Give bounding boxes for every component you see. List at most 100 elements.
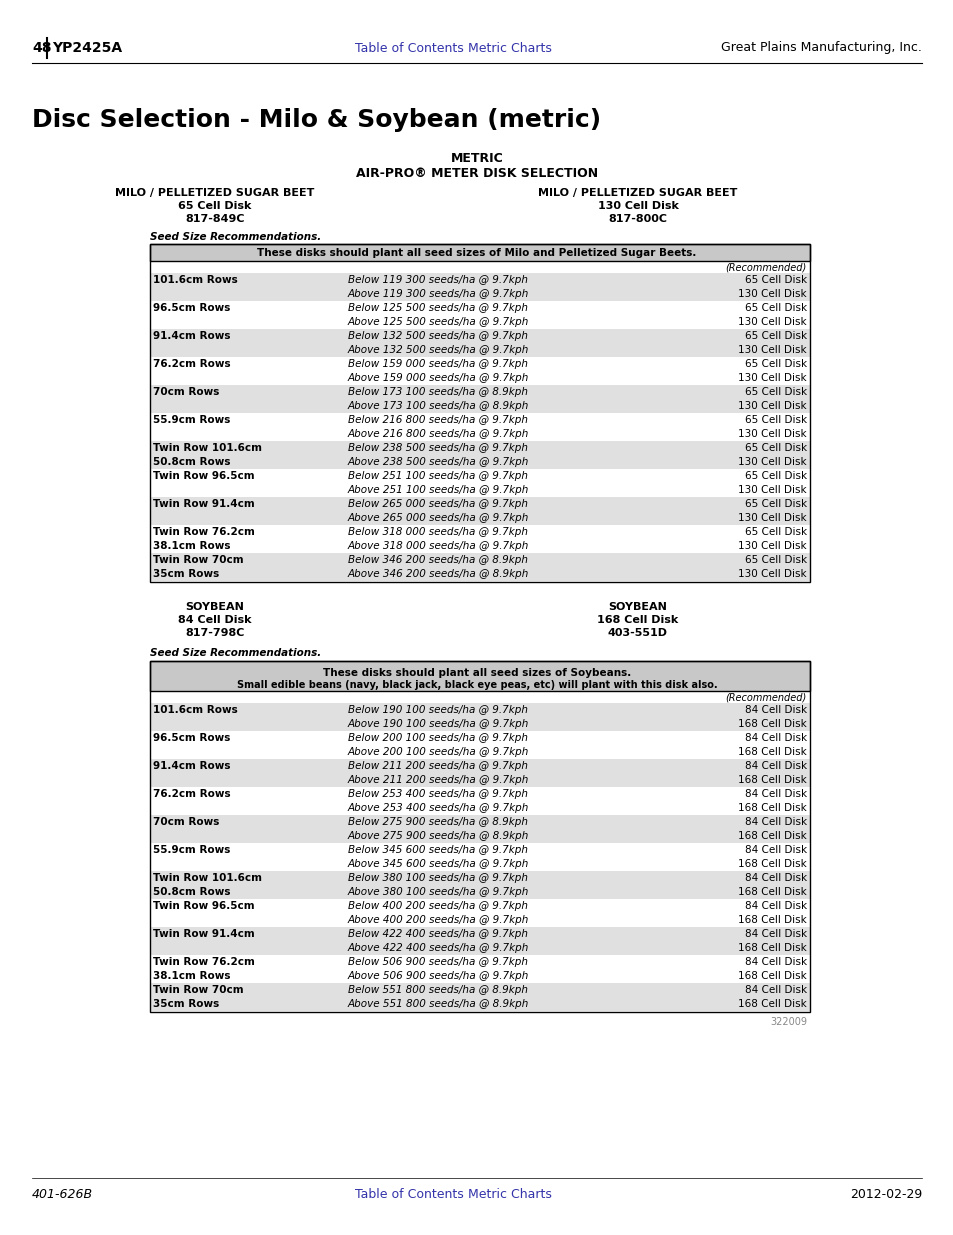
Text: 168 Cell Disk: 168 Cell Disk <box>738 860 806 869</box>
Text: 84 Cell Disk: 84 Cell Disk <box>744 734 806 743</box>
Text: Below 345 600 seeds/ha @ 9.7kph: Below 345 600 seeds/ha @ 9.7kph <box>348 845 527 855</box>
Text: 168 Cell Disk: 168 Cell Disk <box>738 999 806 1009</box>
Text: 168 Cell Disk: 168 Cell Disk <box>597 615 678 625</box>
Text: 403-551D: 403-551D <box>607 629 667 638</box>
Text: 84 Cell Disk: 84 Cell Disk <box>744 929 806 939</box>
Text: 38.1cm Rows: 38.1cm Rows <box>152 541 231 551</box>
Text: 130 Cell Disk: 130 Cell Disk <box>738 289 806 299</box>
Bar <box>150 815 809 829</box>
Text: Above 551 800 seeds/ha @ 8.9kph: Above 551 800 seeds/ha @ 8.9kph <box>348 999 529 1009</box>
Bar <box>150 941 809 955</box>
Text: 101.6cm Rows: 101.6cm Rows <box>152 275 237 285</box>
Text: 130 Cell Disk: 130 Cell Disk <box>738 429 806 438</box>
Text: 84 Cell Disk: 84 Cell Disk <box>744 845 806 855</box>
Text: These disks should plant all seed sizes of Soybeans.: These disks should plant all seed sizes … <box>322 668 631 678</box>
Text: 35cm Rows: 35cm Rows <box>152 999 219 1009</box>
Text: 84 Cell Disk: 84 Cell Disk <box>744 789 806 799</box>
Bar <box>150 245 809 582</box>
Text: 48: 48 <box>32 41 51 56</box>
Text: MILO / PELLETIZED SUGAR BEET: MILO / PELLETIZED SUGAR BEET <box>115 188 314 198</box>
Text: Above 346 200 seeds/ha @ 8.9kph: Above 346 200 seeds/ha @ 8.9kph <box>348 569 529 579</box>
Text: METRIC: METRIC <box>450 152 503 165</box>
Text: Twin Row 76.2cm: Twin Row 76.2cm <box>152 527 254 537</box>
Bar <box>150 885 809 899</box>
Text: 168 Cell Disk: 168 Cell Disk <box>738 803 806 813</box>
Text: Below 159 000 seeds/ha @ 9.7kph: Below 159 000 seeds/ha @ 9.7kph <box>348 359 527 369</box>
Text: Below 253 400 seeds/ha @ 9.7kph: Below 253 400 seeds/ha @ 9.7kph <box>348 789 527 799</box>
Text: Below 506 900 seeds/ha @ 9.7kph: Below 506 900 seeds/ha @ 9.7kph <box>348 957 527 967</box>
Text: Below 251 100 seeds/ha @ 9.7kph: Below 251 100 seeds/ha @ 9.7kph <box>348 471 527 480</box>
Text: 91.4cm Rows: 91.4cm Rows <box>152 331 231 341</box>
Text: Below 275 900 seeds/ha @ 8.9kph: Below 275 900 seeds/ha @ 8.9kph <box>348 818 527 827</box>
Bar <box>150 871 809 885</box>
Text: These disks should plant all seed sizes of Milo and Pelletized Sugar Beets.: These disks should plant all seed sizes … <box>257 247 696 258</box>
Text: Twin Row 91.4cm: Twin Row 91.4cm <box>152 499 254 509</box>
Text: 35cm Rows: 35cm Rows <box>152 569 219 579</box>
Bar <box>150 496 809 511</box>
Text: 168 Cell Disk: 168 Cell Disk <box>738 971 806 981</box>
Text: Great Plains Manufacturing, Inc.: Great Plains Manufacturing, Inc. <box>720 42 921 54</box>
Text: (Recommended): (Recommended) <box>725 262 806 272</box>
Bar <box>150 441 809 454</box>
Text: Twin Row 101.6cm: Twin Row 101.6cm <box>152 443 262 453</box>
Bar <box>150 927 809 941</box>
Bar <box>150 454 809 469</box>
Bar <box>150 760 809 773</box>
Text: 84 Cell Disk: 84 Cell Disk <box>744 986 806 995</box>
Text: 101.6cm Rows: 101.6cm Rows <box>152 705 237 715</box>
Text: Above 275 900 seeds/ha @ 8.9kph: Above 275 900 seeds/ha @ 8.9kph <box>348 831 529 841</box>
Bar <box>150 703 809 718</box>
Text: Above 119 300 seeds/ha @ 9.7kph: Above 119 300 seeds/ha @ 9.7kph <box>348 289 529 299</box>
Text: 130 Cell Disk: 130 Cell Disk <box>738 541 806 551</box>
Text: 76.2cm Rows: 76.2cm Rows <box>152 359 231 369</box>
Text: Above 125 500 seeds/ha @ 9.7kph: Above 125 500 seeds/ha @ 9.7kph <box>348 317 529 327</box>
Text: 168 Cell Disk: 168 Cell Disk <box>738 887 806 897</box>
Text: 84 Cell Disk: 84 Cell Disk <box>744 761 806 771</box>
Text: Below 132 500 seeds/ha @ 9.7kph: Below 132 500 seeds/ha @ 9.7kph <box>348 331 527 341</box>
Text: Below 318 000 seeds/ha @ 9.7kph: Below 318 000 seeds/ha @ 9.7kph <box>348 527 527 537</box>
Text: Above 345 600 seeds/ha @ 9.7kph: Above 345 600 seeds/ha @ 9.7kph <box>348 860 529 869</box>
Text: 65 Cell Disk: 65 Cell Disk <box>744 387 806 396</box>
Bar <box>150 343 809 357</box>
Text: Above 238 500 seeds/ha @ 9.7kph: Above 238 500 seeds/ha @ 9.7kph <box>348 457 529 467</box>
Text: Twin Row 101.6cm: Twin Row 101.6cm <box>152 873 262 883</box>
Text: 50.8cm Rows: 50.8cm Rows <box>152 457 231 467</box>
Bar <box>150 773 809 787</box>
Bar <box>150 245 809 261</box>
Text: 65 Cell Disk: 65 Cell Disk <box>744 415 806 425</box>
Bar <box>150 567 809 580</box>
Text: 55.9cm Rows: 55.9cm Rows <box>152 845 230 855</box>
Text: 168 Cell Disk: 168 Cell Disk <box>738 747 806 757</box>
Text: 2012-02-29: 2012-02-29 <box>849 1188 921 1202</box>
Text: Above 190 100 seeds/ha @ 9.7kph: Above 190 100 seeds/ha @ 9.7kph <box>348 719 529 729</box>
Text: Above 265 000 seeds/ha @ 9.7kph: Above 265 000 seeds/ha @ 9.7kph <box>348 513 529 522</box>
Text: Below 216 800 seeds/ha @ 9.7kph: Below 216 800 seeds/ha @ 9.7kph <box>348 415 527 425</box>
Text: Twin Row 70cm: Twin Row 70cm <box>152 986 243 995</box>
Text: 168 Cell Disk: 168 Cell Disk <box>738 831 806 841</box>
Text: Disc Selection - Milo & Soybean (metric): Disc Selection - Milo & Soybean (metric) <box>32 107 600 132</box>
Text: 168 Cell Disk: 168 Cell Disk <box>738 776 806 785</box>
Text: 65 Cell Disk: 65 Cell Disk <box>744 359 806 369</box>
Text: Small edible beans (navy, black jack, black eye peas, etc) will plant with this : Small edible beans (navy, black jack, bl… <box>236 680 717 690</box>
Text: Twin Row 96.5cm: Twin Row 96.5cm <box>152 471 254 480</box>
Text: Above 318 000 seeds/ha @ 9.7kph: Above 318 000 seeds/ha @ 9.7kph <box>348 541 529 551</box>
Bar <box>150 829 809 844</box>
Text: 817-798C: 817-798C <box>185 629 244 638</box>
Text: 817-849C: 817-849C <box>185 214 245 224</box>
Text: Below 380 100 seeds/ha @ 9.7kph: Below 380 100 seeds/ha @ 9.7kph <box>348 873 527 883</box>
Text: 322009: 322009 <box>769 1016 806 1028</box>
Text: Below 551 800 seeds/ha @ 8.9kph: Below 551 800 seeds/ha @ 8.9kph <box>348 986 527 995</box>
Bar <box>150 661 809 1011</box>
Text: Above 211 200 seeds/ha @ 9.7kph: Above 211 200 seeds/ha @ 9.7kph <box>348 776 529 785</box>
Text: Twin Row 96.5cm: Twin Row 96.5cm <box>152 902 254 911</box>
Text: Above 200 100 seeds/ha @ 9.7kph: Above 200 100 seeds/ha @ 9.7kph <box>348 747 529 757</box>
Text: Above 216 800 seeds/ha @ 9.7kph: Above 216 800 seeds/ha @ 9.7kph <box>348 429 529 438</box>
Text: AIR-PRO® METER DISK SELECTION: AIR-PRO® METER DISK SELECTION <box>355 167 598 180</box>
Text: Seed Size Recommendations.: Seed Size Recommendations. <box>150 648 321 658</box>
Text: Below 190 100 seeds/ha @ 9.7kph: Below 190 100 seeds/ha @ 9.7kph <box>348 705 527 715</box>
Text: Below 125 500 seeds/ha @ 9.7kph: Below 125 500 seeds/ha @ 9.7kph <box>348 303 527 312</box>
Text: Above 506 900 seeds/ha @ 9.7kph: Above 506 900 seeds/ha @ 9.7kph <box>348 971 529 981</box>
Text: MILO / PELLETIZED SUGAR BEET: MILO / PELLETIZED SUGAR BEET <box>537 188 737 198</box>
Bar <box>150 718 809 731</box>
Text: 130 Cell Disk: 130 Cell Disk <box>738 569 806 579</box>
